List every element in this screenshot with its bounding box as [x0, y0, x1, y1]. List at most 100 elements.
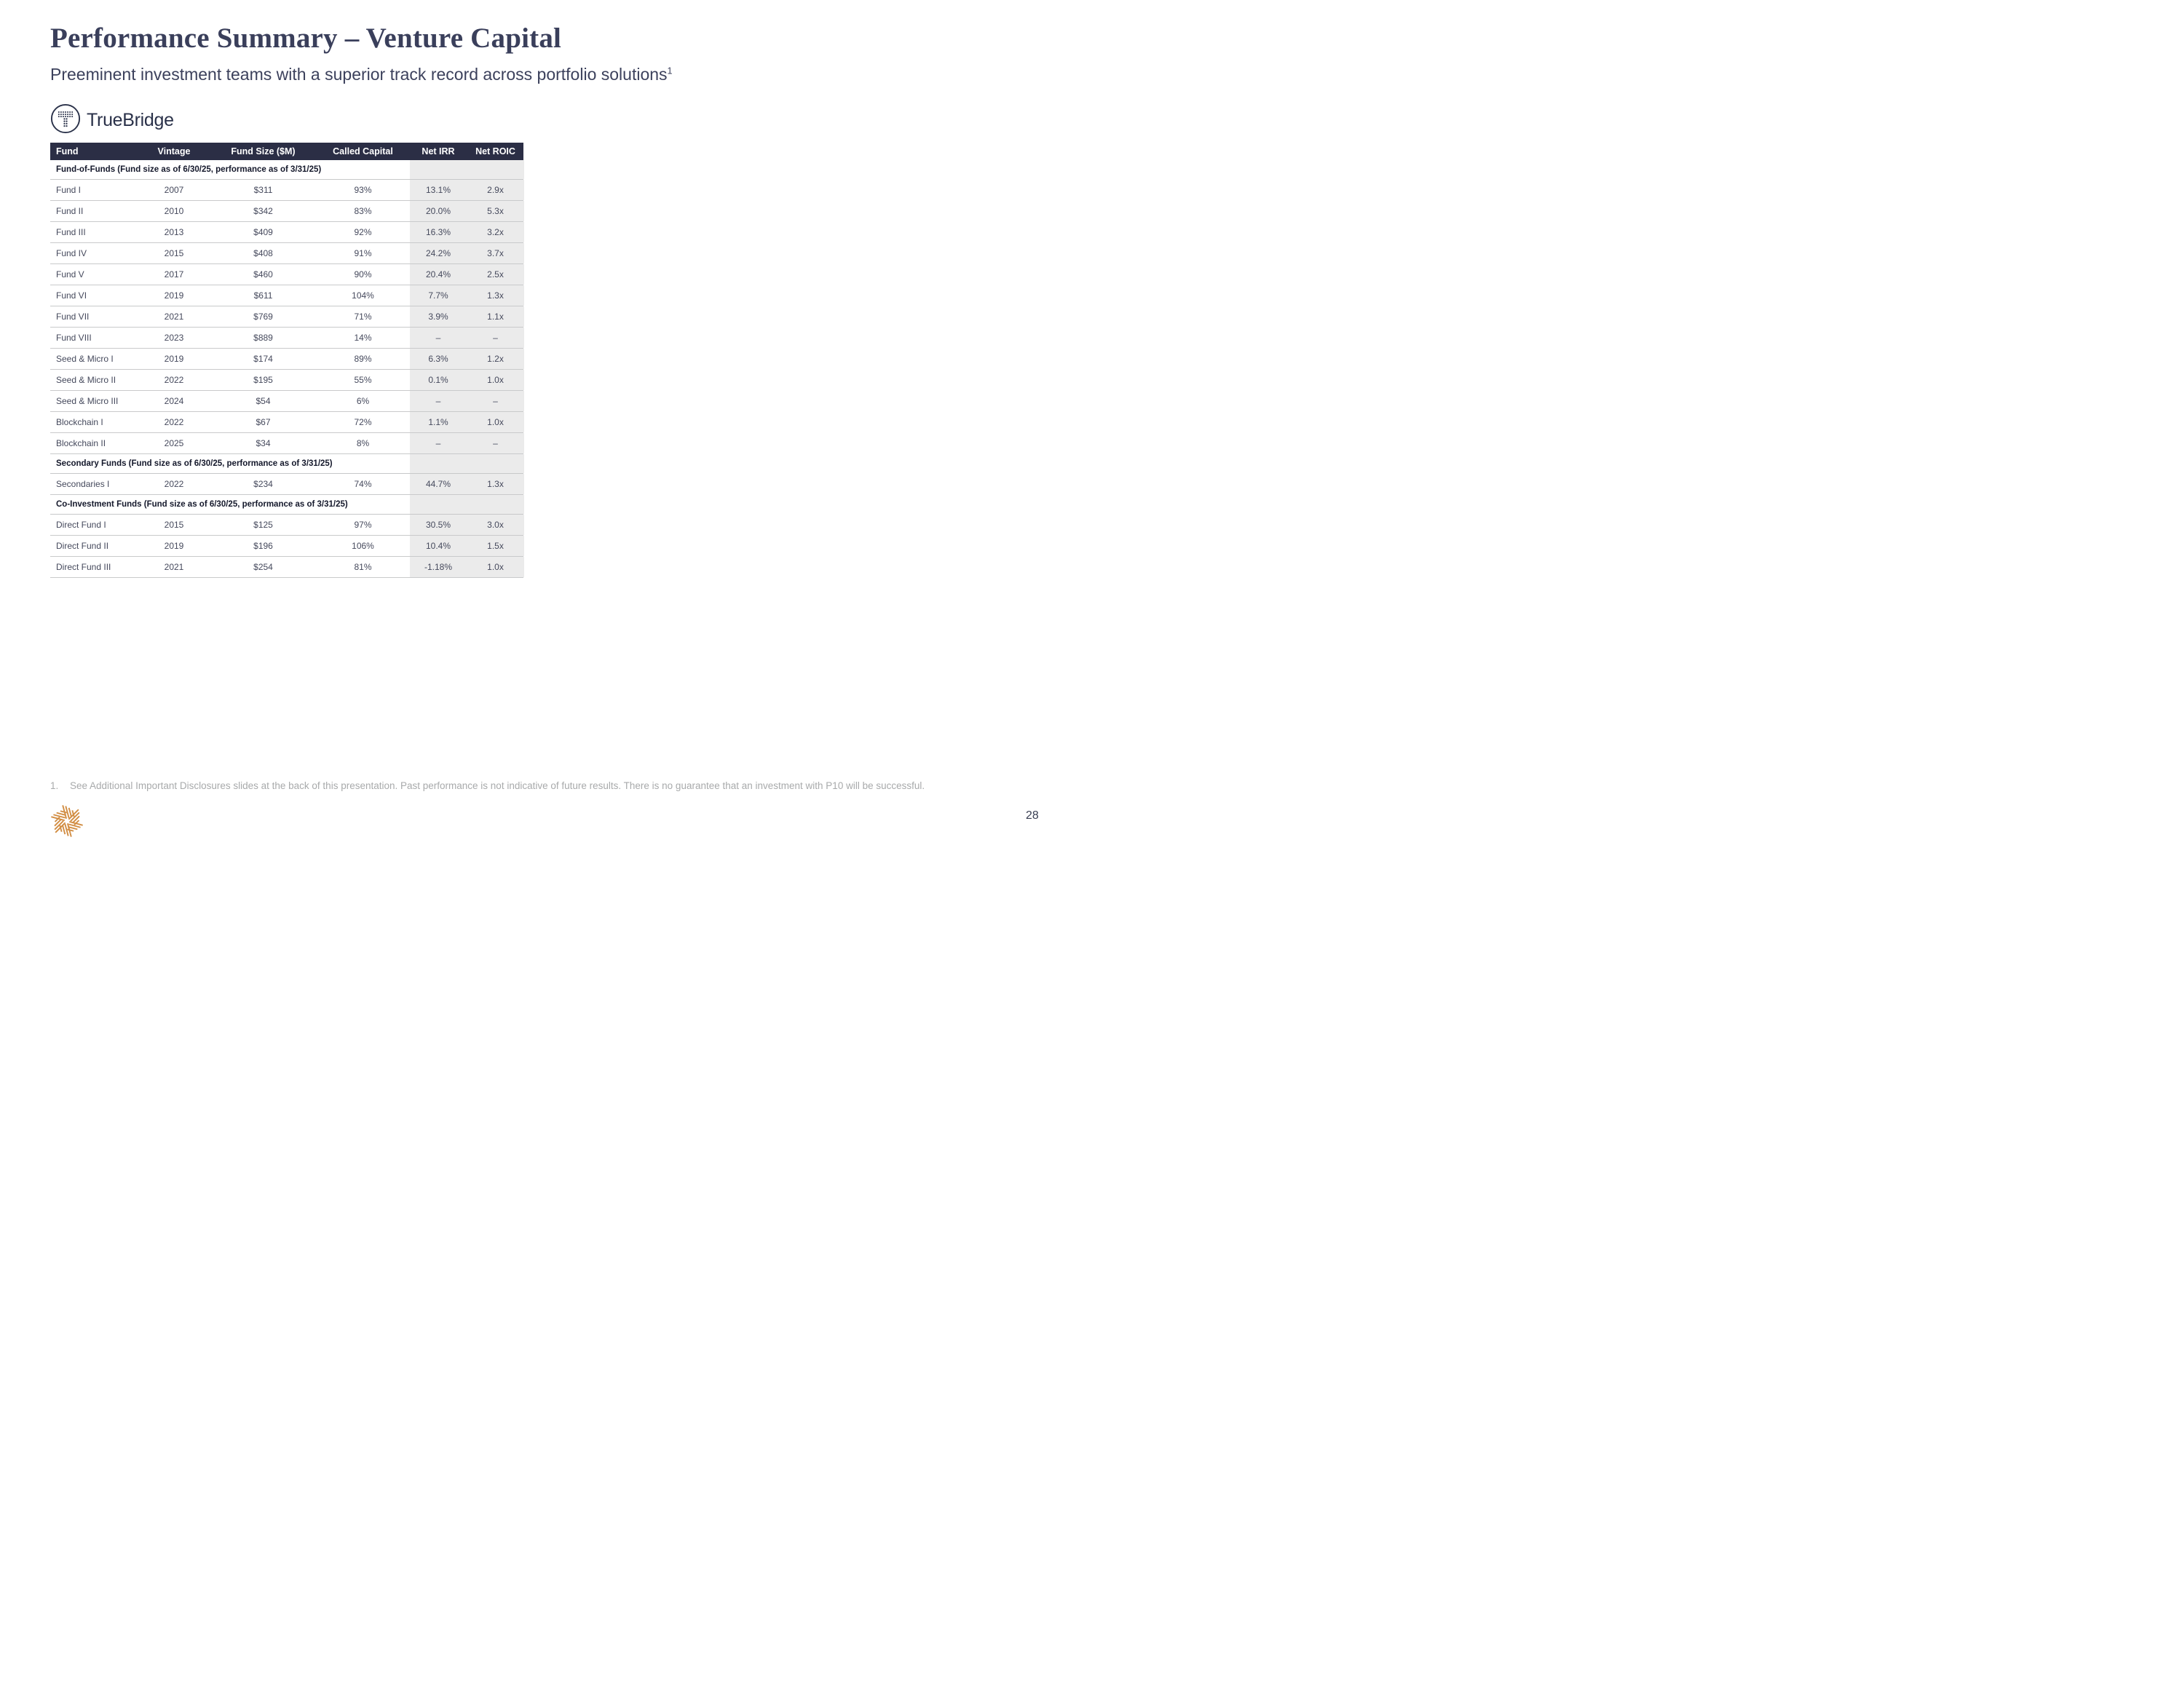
cell-net-irr: –	[410, 391, 467, 411]
cell-fund: Seed & Micro III	[56, 396, 119, 406]
table-row: Fund IV 2015 $408 91% 24.2% 3.7x	[50, 243, 524, 264]
cell-fund-size: $195	[253, 375, 273, 385]
section-shaded-filler	[410, 495, 467, 514]
cell-net-irr: -1.18%	[410, 557, 467, 577]
cell-net-roic: 1.5x	[467, 536, 524, 556]
cell-vintage: 2021	[164, 312, 184, 322]
cell-called-capital: 104%	[352, 290, 374, 301]
table-row: Seed & Micro II 2022 $195 55% 0.1% 1.0x	[50, 370, 524, 391]
cell-fund: Fund II	[56, 206, 84, 216]
footnote-marker: 1	[667, 66, 673, 76]
cell-net-roic: 1.0x	[467, 370, 524, 390]
table-row: Direct Fund I 2015 $125 97% 30.5% 3.0x	[50, 515, 524, 536]
cell-fund: Seed & Micro II	[56, 375, 116, 385]
cell-fund-size: $409	[253, 227, 273, 237]
cell-called-capital: 71%	[354, 312, 372, 322]
section-header-row: Fund-of-Funds (Fund size as of 6/30/25, …	[50, 160, 524, 180]
cell-net-irr: 0.1%	[410, 370, 467, 390]
cell-fund: Direct Fund I	[56, 520, 106, 530]
column-header-fund: Fund	[56, 146, 79, 156]
cell-called-capital: 91%	[354, 248, 372, 258]
cell-vintage: 2021	[164, 562, 184, 572]
cell-net-roic: 1.0x	[467, 557, 524, 577]
cell-fund: Fund VII	[56, 312, 90, 322]
cell-vintage: 2015	[164, 520, 184, 530]
cell-called-capital: 97%	[354, 520, 372, 530]
cell-called-capital: 106%	[352, 541, 374, 551]
cell-fund-size: $408	[253, 248, 273, 258]
table-row: Fund II 2010 $342 83% 20.0% 5.3x	[50, 201, 524, 222]
subtitle: Preeminent investment teams with a super…	[50, 65, 673, 84]
cell-net-roic: 1.1x	[467, 306, 524, 327]
cell-called-capital: 8%	[356, 438, 370, 448]
cell-net-irr: 24.2%	[410, 243, 467, 263]
cell-net-irr: 20.4%	[410, 264, 467, 285]
cell-fund-size: $234	[253, 479, 273, 489]
cell-vintage: 2015	[164, 248, 184, 258]
section-shaded-filler	[467, 495, 524, 514]
truebridge-brand: TrueBridge	[50, 103, 1063, 135]
cell-called-capital: 93%	[354, 185, 372, 195]
table-row: Seed & Micro III 2024 $54 6% – –	[50, 391, 524, 412]
table-row: Fund VIII 2023 $889 14% – –	[50, 328, 524, 349]
cell-net-roic: –	[467, 391, 524, 411]
cell-fund: Direct Fund II	[56, 541, 109, 551]
cell-vintage: 2025	[164, 438, 184, 448]
p10-starburst-icon	[47, 801, 87, 843]
cell-net-irr: 44.7%	[410, 474, 467, 494]
cell-vintage: 2023	[164, 333, 184, 343]
cell-net-roic: 1.2x	[467, 349, 524, 369]
cell-called-capital: 72%	[354, 417, 372, 427]
cell-fund: Direct Fund III	[56, 562, 111, 572]
cell-net-roic: 2.5x	[467, 264, 524, 285]
cell-net-irr: 6.3%	[410, 349, 467, 369]
table-row: Fund VII 2021 $769 71% 3.9% 1.1x	[50, 306, 524, 328]
column-header-called-capital: Called Capital	[333, 146, 393, 156]
section-header-row: Secondary Funds (Fund size as of 6/30/25…	[50, 454, 524, 474]
cell-vintage: 2010	[164, 206, 184, 216]
cell-fund-size: $311	[253, 185, 273, 195]
section-header-label: Secondary Funds (Fund size as of 6/30/25…	[56, 459, 333, 468]
cell-net-irr: 3.9%	[410, 306, 467, 327]
cell-net-irr: 1.1%	[410, 412, 467, 432]
cell-fund-size: $254	[253, 562, 273, 572]
cell-called-capital: 74%	[354, 479, 372, 489]
cell-vintage: 2013	[164, 227, 184, 237]
cell-vintage: 2007	[164, 185, 184, 195]
cell-vintage: 2019	[164, 290, 184, 301]
table-row: Fund I 2007 $311 93% 13.1% 2.9x	[50, 180, 524, 201]
cell-fund-size: $54	[256, 396, 271, 406]
cell-fund: Fund VIII	[56, 333, 92, 343]
cell-vintage: 2024	[164, 396, 184, 406]
page-number: 28	[1026, 809, 1039, 822]
section-header-label: Fund-of-Funds (Fund size as of 6/30/25, …	[56, 165, 322, 174]
cell-net-roic: 3.7x	[467, 243, 524, 263]
cell-net-roic: 5.3x	[467, 201, 524, 221]
cell-called-capital: 90%	[354, 269, 372, 279]
cell-fund-size: $460	[253, 269, 273, 279]
cell-fund: Blockchain II	[56, 438, 106, 448]
table-row: Blockchain I 2022 $67 72% 1.1% 1.0x	[50, 412, 524, 433]
cell-fund: Fund IV	[56, 248, 87, 258]
brand-name: TrueBridge	[87, 109, 174, 130]
cell-fund: Fund V	[56, 269, 84, 279]
cell-fund-size: $889	[253, 333, 273, 343]
cell-fund: Blockchain I	[56, 417, 103, 427]
section-header-label: Co-Investment Funds (Fund size as of 6/3…	[56, 500, 348, 509]
footnote-number: 1.	[50, 780, 59, 791]
table-row: Fund V 2017 $460 90% 20.4% 2.5x	[50, 264, 524, 285]
cell-net-irr: 10.4%	[410, 536, 467, 556]
footnote: 1. See Additional Important Disclosures …	[50, 780, 1018, 791]
cell-net-irr: 30.5%	[410, 515, 467, 535]
cell-fund: Fund VI	[56, 290, 87, 301]
table-row: Seed & Micro I 2019 $174 89% 6.3% 1.2x	[50, 349, 524, 370]
cell-fund-size: $342	[253, 206, 273, 216]
cell-net-roic: 2.9x	[467, 180, 524, 200]
column-header-net-roic: Net ROIC	[475, 146, 515, 156]
cell-net-roic: –	[467, 433, 524, 453]
cell-net-irr: 20.0%	[410, 201, 467, 221]
section-shaded-filler	[467, 454, 524, 473]
cell-fund: Fund I	[56, 185, 82, 195]
cell-vintage: 2022	[164, 479, 184, 489]
cell-fund: Seed & Micro I	[56, 354, 114, 364]
